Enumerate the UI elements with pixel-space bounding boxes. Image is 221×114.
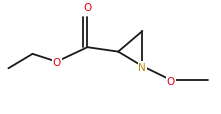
Text: N: N [139, 63, 146, 73]
Text: O: O [167, 76, 175, 86]
Text: O: O [53, 57, 61, 67]
Text: O: O [83, 3, 91, 13]
